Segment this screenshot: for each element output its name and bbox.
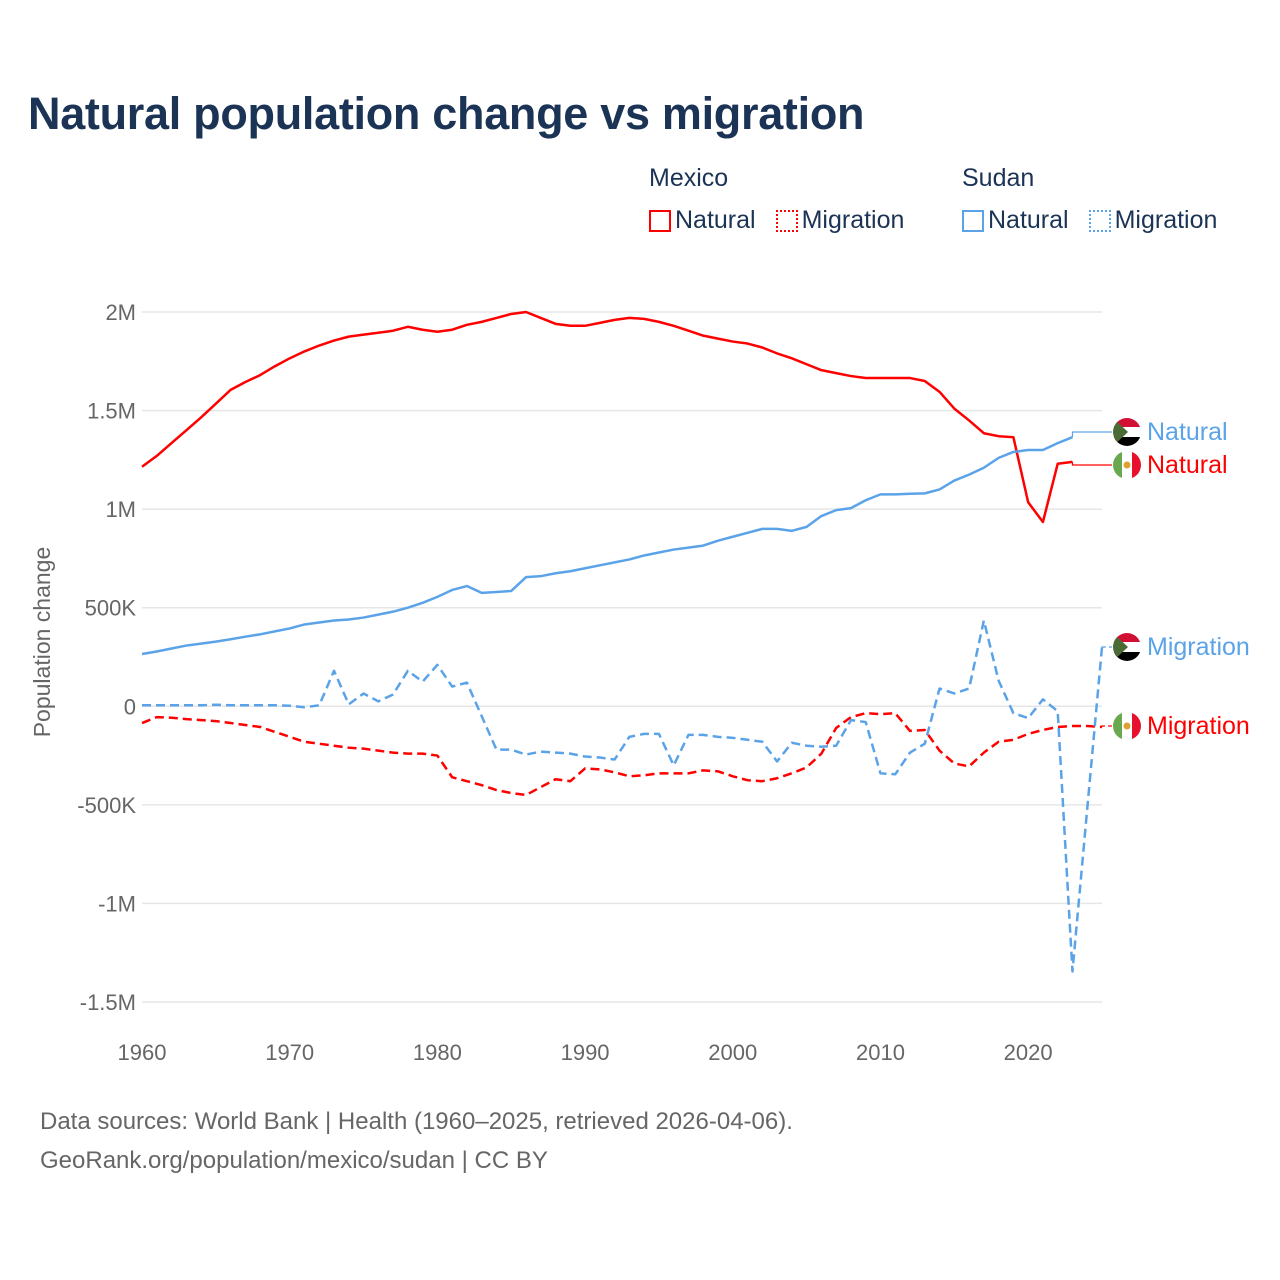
legend-group-title: Mexico	[649, 164, 729, 192]
end-label: Natural	[1147, 451, 1228, 479]
footer-link[interactable]: GeoRank.org/population/mexico/sudan | CC…	[40, 1147, 548, 1174]
legend-group-sudan: Sudan Natural Migration	[962, 164, 1217, 235]
end-label: Migration	[1147, 712, 1250, 740]
x-tick-label: 2010	[856, 1040, 905, 1065]
y-tick-label: 1M	[105, 497, 136, 522]
flag-body	[1113, 712, 1141, 740]
legend-swatch-solid	[649, 209, 671, 232]
legend-item-mexico-natural[interactable]: Natural	[649, 206, 756, 235]
legend-label: Natural	[988, 206, 1069, 234]
legend-item-sudan-natural[interactable]: Natural	[962, 206, 1069, 235]
legend-group-mexico: Mexico Natural Migration	[649, 164, 904, 235]
sudan-flag-icon	[1113, 418, 1141, 446]
y-tick-label: -1M	[98, 891, 136, 916]
x-tick-label: 1980	[413, 1040, 462, 1065]
series-line-sudan-migration	[142, 619, 1104, 973]
flag-triangle	[1113, 418, 1128, 446]
legend-group-title: Sudan	[962, 164, 1035, 192]
legend-swatch-dotted	[1088, 209, 1111, 232]
series-line-sudan-natural	[141, 436, 1073, 656]
flag-body	[1113, 418, 1141, 446]
x-tick-label: 2000	[708, 1040, 757, 1065]
flag-stripe	[1132, 712, 1141, 740]
legend-label: Migration	[1114, 206, 1218, 234]
flag-stripe	[1113, 451, 1122, 479]
flag-stripe	[1132, 451, 1141, 479]
series-line-mexico-natural	[141, 310, 1073, 524]
footer-source: Data sources: World Bank | Health (1960–…	[40, 1108, 793, 1135]
legend-item-mexico-migration[interactable]: Migration	[775, 206, 905, 235]
x-tick-label: 2020	[1004, 1040, 1053, 1065]
flag-stripe	[1113, 418, 1141, 427]
end-label-connector	[1071, 431, 1112, 438]
flag-stripe	[1113, 652, 1141, 661]
end-label: Migration	[1147, 633, 1250, 661]
flag-body	[1113, 633, 1141, 661]
y-tick-label: 2M	[105, 300, 136, 325]
y-tick-label: 500K	[85, 596, 137, 621]
y-axis-label: Population change	[29, 547, 55, 738]
end-label-connector	[1101, 725, 1112, 727]
flag-stripe	[1113, 633, 1141, 642]
legend-item-sudan-migration[interactable]: Migration	[1088, 206, 1218, 235]
y-tick-label: 0	[124, 694, 136, 719]
end-label: Natural	[1147, 418, 1228, 446]
x-tick-label: 1990	[561, 1040, 610, 1065]
x-tick-label: 1960	[118, 1040, 167, 1065]
flag-emblem	[1123, 461, 1131, 469]
mexico-flag-icon	[1113, 451, 1141, 479]
y-tick-label: -500K	[77, 793, 136, 818]
flag-body	[1113, 451, 1141, 479]
legend-label: Migration	[801, 206, 905, 234]
legend-label: Natural	[675, 206, 756, 234]
chart-title: Natural population change vs migration	[28, 88, 865, 139]
flag-emblem	[1123, 722, 1131, 730]
legend-swatch-solid	[962, 209, 984, 232]
sudan-flag-icon	[1113, 633, 1141, 661]
flag-stripe	[1113, 712, 1122, 740]
flag-triangle	[1113, 633, 1128, 661]
flag-stripe	[1113, 437, 1141, 446]
y-tick-label: -1.5M	[80, 990, 136, 1015]
series-line-mexico-migration	[141, 711, 1103, 797]
legend-swatch-dotted	[775, 209, 798, 232]
mexico-flag-icon	[1113, 712, 1141, 740]
y-tick-label: 1.5M	[87, 399, 136, 424]
end-label-connector	[1071, 461, 1112, 466]
x-tick-label: 1970	[265, 1040, 314, 1065]
